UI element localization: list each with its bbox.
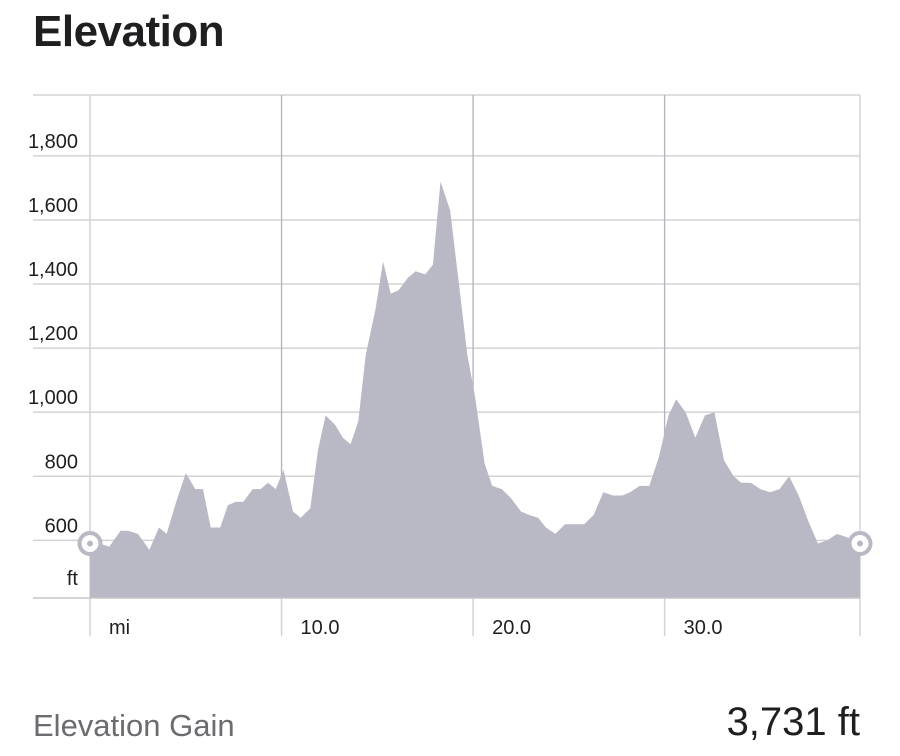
elevation-chart[interactable]: 600 800 1,000 1,200 1,400 1,600 1,800 ft mi 10.0… (0, 0, 900, 690)
y-tick-label: 1,200 (28, 323, 78, 345)
elevation-gain-row: Elevation Gain 3,731 ft (33, 700, 860, 750)
elevation-area-layer (90, 181, 860, 598)
elevation-gain-value: 3,731 ft (726, 700, 860, 744)
y-tick-label: 1,600 (28, 195, 78, 217)
range-handle-dot (857, 540, 863, 547)
range-handle-dot (87, 540, 93, 547)
x-tick-label: 20.0 (492, 617, 531, 639)
y-tick-label: 1,800 (28, 131, 78, 153)
y-tick-label: 1,400 (28, 259, 78, 281)
x-tick-label: 10.0 (301, 617, 340, 639)
x-unit-label: mi (109, 617, 130, 639)
y-tick-label: 600 (45, 515, 78, 537)
x-axis-labels: mi 10.0 20.0 30.0 (109, 617, 723, 639)
x-tick-label: 30.0 (684, 617, 723, 639)
elevation-gain-label: Elevation Gain (33, 708, 235, 743)
elevation-area (90, 181, 860, 598)
y-unit-label: ft (67, 568, 79, 590)
y-tick-label: 1,000 (28, 387, 78, 409)
range-handles (77, 531, 873, 557)
y-axis-labels: 600 800 1,000 1,200 1,400 1,600 1,800 ft (28, 131, 78, 590)
y-tick-label: 800 (45, 451, 78, 473)
page-title: Elevation (33, 7, 225, 56)
